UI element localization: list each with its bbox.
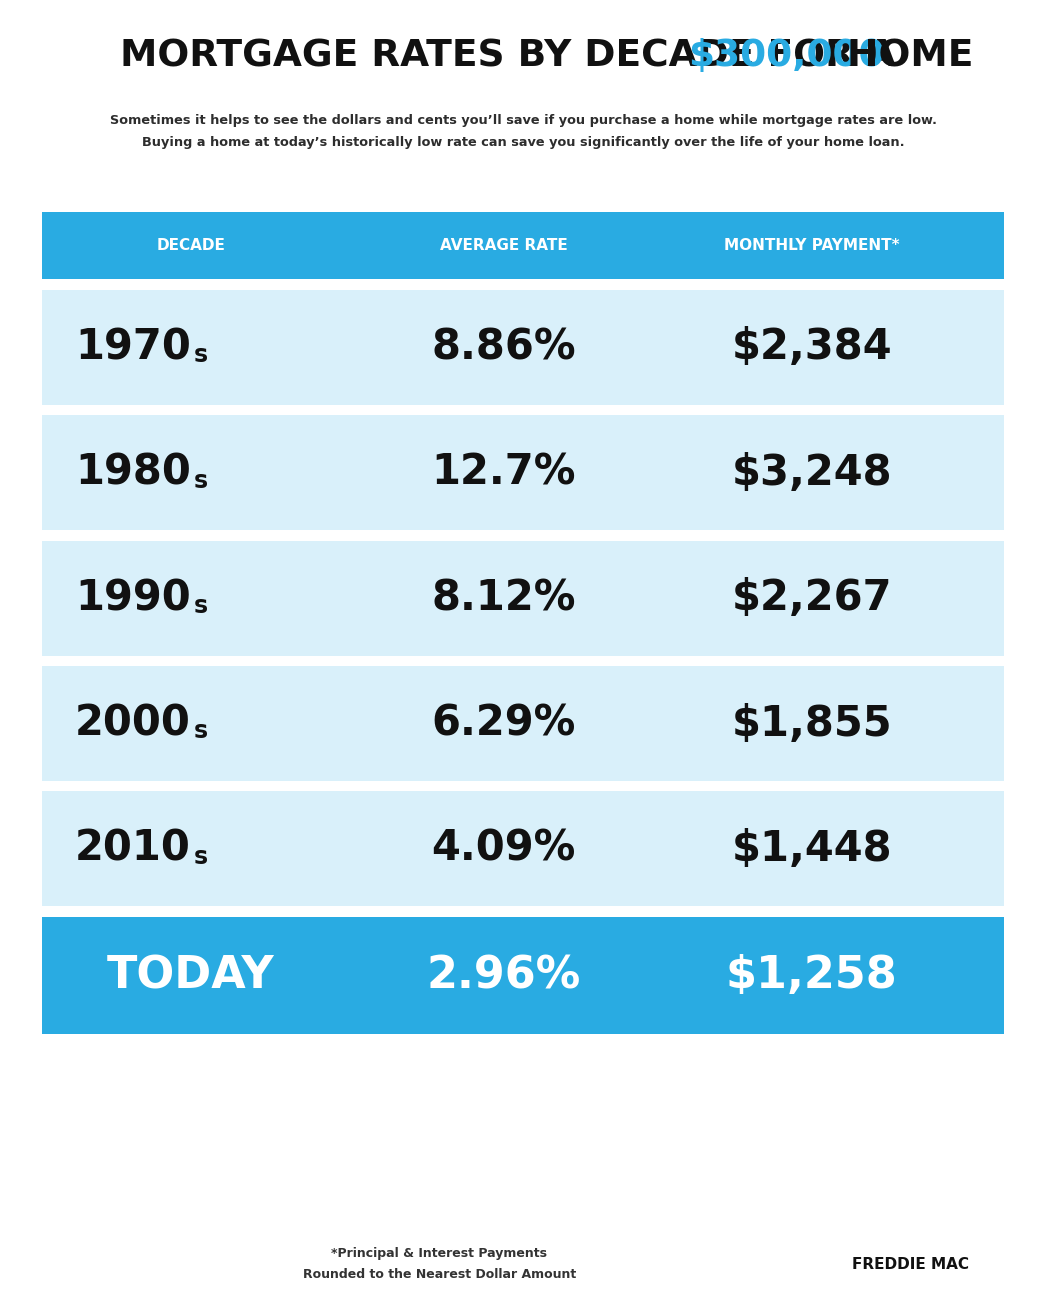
Text: 8.86%: 8.86% — [431, 326, 576, 368]
Text: $2,267: $2,267 — [731, 577, 892, 619]
Text: s: s — [195, 594, 208, 618]
Text: 1990: 1990 — [75, 577, 191, 619]
Text: Sometimes it helps to see the dollars and cents you’ll save if you purchase a ho: Sometimes it helps to see the dollars an… — [110, 114, 936, 127]
Text: 12.7%: 12.7% — [432, 452, 576, 494]
Text: MORTGAGE RATES BY DECADE FOR A: MORTGAGE RATES BY DECADE FOR A — [120, 38, 909, 74]
Text: *Principal & Interest Payments: *Principal & Interest Payments — [332, 1247, 547, 1260]
Text: s: s — [195, 845, 208, 868]
Text: $300,000: $300,000 — [688, 38, 884, 74]
Text: $1,855: $1,855 — [731, 703, 892, 744]
Text: 2000: 2000 — [75, 703, 191, 744]
Text: FREDDIE MAC: FREDDIE MAC — [851, 1256, 969, 1272]
Text: Buying a home at today’s historically low rate can save you significantly over t: Buying a home at today’s historically lo… — [141, 136, 905, 149]
Text: MONTHLY PAYMENT*: MONTHLY PAYMENT* — [724, 238, 900, 253]
Text: 4.09%: 4.09% — [432, 828, 576, 870]
Text: TODAY: TODAY — [107, 955, 275, 996]
Text: $1,448: $1,448 — [731, 828, 892, 870]
Text: 1980: 1980 — [75, 452, 191, 494]
Text: s: s — [195, 469, 208, 492]
Text: 1970: 1970 — [75, 326, 191, 368]
Text: AVERAGE RATE: AVERAGE RATE — [440, 238, 568, 253]
Text: $2,384: $2,384 — [731, 326, 892, 368]
Text: HOME: HOME — [835, 38, 974, 74]
Text: 6.29%: 6.29% — [432, 703, 576, 744]
Text: $1,258: $1,258 — [726, 955, 897, 996]
Text: s: s — [195, 343, 208, 367]
Text: 8.12%: 8.12% — [432, 577, 576, 619]
Text: s: s — [195, 720, 208, 743]
Text: 2.96%: 2.96% — [427, 955, 581, 996]
Text: $3,248: $3,248 — [731, 452, 892, 494]
Text: Rounded to the Nearest Dollar Amount: Rounded to the Nearest Dollar Amount — [302, 1268, 576, 1281]
Text: 2010: 2010 — [75, 828, 191, 870]
Text: DECADE: DECADE — [157, 238, 226, 253]
